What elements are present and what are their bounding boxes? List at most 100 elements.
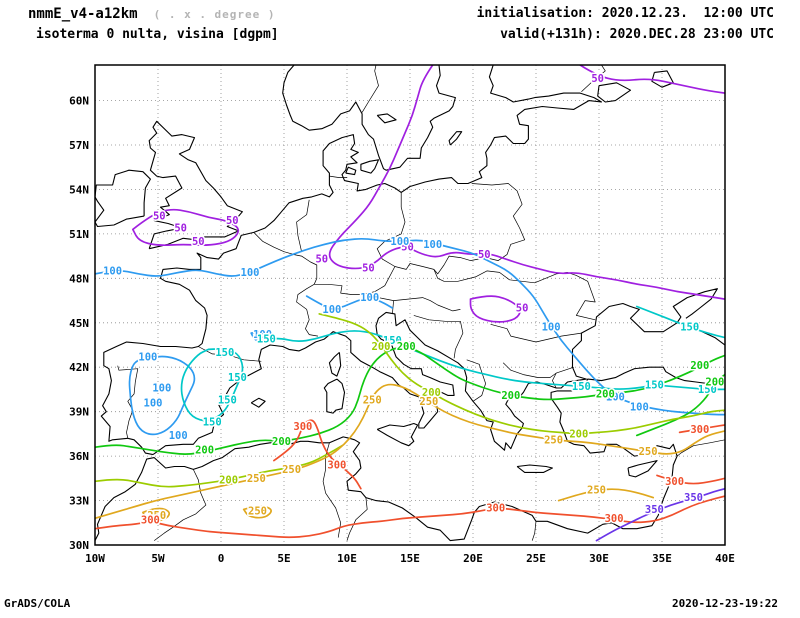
country-border: [394, 183, 526, 275]
country-borders: [117, 65, 725, 541]
contour-line-300: [95, 495, 725, 539]
lon-tick-label: 15E: [400, 552, 420, 565]
contour-line-300: [656, 474, 725, 485]
contour-label: 50: [153, 211, 166, 223]
coastline: [651, 70, 674, 88]
coastline: [148, 120, 243, 250]
grid-resolution-note: ( . x . degree ): [153, 8, 276, 21]
contour-label: 50: [516, 303, 529, 315]
contour-label: 250: [363, 394, 382, 406]
country-border: [433, 269, 596, 321]
contour-label: 100: [169, 430, 188, 442]
model-title: nmmE_v4-a12km ( . x . degree ): [28, 6, 276, 22]
contour-label: 200: [501, 390, 520, 402]
lon-tick-label: 20E: [463, 552, 483, 565]
contour-label: 50: [174, 223, 187, 235]
country-border: [466, 359, 486, 402]
contour-line-250: [242, 505, 272, 519]
initialisation-time: initialisation: 2020.12.23. 12:00 UTC: [476, 6, 774, 21]
contour-label: 150: [383, 335, 402, 347]
country-border: [329, 175, 347, 178]
contour-label: 200: [690, 360, 709, 372]
coastline: [597, 82, 632, 103]
coastline: [152, 288, 718, 456]
contour-label: 200: [397, 341, 416, 353]
lat-tick-label: 60N: [69, 95, 89, 108]
contour-label: 100: [138, 351, 157, 363]
country-border: [502, 362, 574, 378]
contour-label: 150: [218, 394, 237, 406]
contour-line-300: [273, 419, 362, 490]
contour-line-100: [128, 355, 196, 436]
contour-label: 200: [596, 388, 615, 400]
country-border: [346, 497, 368, 541]
contour-label: 200: [422, 387, 441, 399]
country-border: [531, 521, 537, 541]
lat-tick-label: 39N: [69, 406, 89, 419]
country-border: [117, 365, 139, 439]
contour-label: 300: [293, 421, 312, 433]
contour-label: 250: [147, 510, 166, 522]
contour-label: 100: [390, 236, 409, 248]
contour-label: 300: [141, 514, 160, 526]
coastline: [328, 351, 342, 377]
contour-label: 50: [192, 236, 205, 248]
contour-label: 200: [272, 436, 291, 448]
coastline: [282, 65, 456, 171]
lat-tick-label: 48N: [69, 272, 89, 285]
contour-label: 300: [690, 424, 709, 436]
country-border: [314, 192, 406, 295]
contour-label: 250: [587, 485, 606, 497]
coastline: [323, 378, 346, 414]
grid-lines: [95, 65, 725, 545]
contour-label: 150: [257, 334, 276, 346]
lat-tick-label: 45N: [69, 317, 89, 330]
contour-label: 100: [144, 397, 163, 409]
plot-border: [94, 64, 726, 546]
lon-tick-label: 35E: [652, 552, 672, 565]
country-border: [490, 323, 582, 343]
coastline: [376, 113, 397, 124]
country-border: [198, 346, 262, 362]
coastline: [376, 422, 419, 447]
contour-label: 100: [253, 329, 272, 341]
contour-line-150: [180, 348, 244, 422]
contour-label: 50: [591, 73, 604, 85]
contour-label: 300: [665, 476, 684, 488]
grads-credit: GrADS/COLA: [4, 597, 71, 610]
contour-label: 100: [606, 391, 625, 403]
lon-tick-label: 25E: [526, 552, 546, 565]
lat-tick-label: 30N: [69, 539, 89, 552]
contour-line-200: [318, 313, 725, 435]
contour-label: 150: [698, 384, 717, 396]
lat-tick-label: 42N: [69, 361, 89, 374]
country-border: [296, 199, 310, 252]
valid-time: valid(+131h): 2020.DEC.28 23:00 UTC: [500, 27, 774, 42]
contour-line-200: [95, 444, 343, 488]
contour-label: 150: [203, 417, 222, 429]
contour-label: 50: [401, 242, 414, 254]
lon-tick-label: 10W: [85, 552, 105, 565]
lon-tick-label: 10E: [337, 552, 357, 565]
contour-label: 50: [315, 254, 328, 266]
contour-label: 100: [542, 322, 561, 334]
contour-label: 250: [419, 396, 438, 408]
contour-label: 250: [544, 434, 563, 446]
contour-label: 300: [327, 460, 346, 472]
coastline: [448, 131, 463, 146]
contour-lines: [95, 65, 725, 542]
lon-tick-label: 5W: [151, 552, 165, 565]
country-border: [676, 439, 725, 457]
chart-subtitle: isoterma 0 nulta, visina [dgpm]: [36, 27, 279, 42]
contour-line-250: [142, 507, 171, 522]
contour-label: 200: [372, 341, 391, 353]
contour-line-300: [678, 424, 725, 434]
contour-line-100: [95, 237, 725, 416]
contour-label: 100: [630, 402, 649, 414]
contour-label: 150: [680, 322, 699, 334]
contour-line-100: [305, 295, 394, 310]
contour-label: 50: [478, 249, 491, 261]
contour-label: 50: [226, 215, 239, 227]
